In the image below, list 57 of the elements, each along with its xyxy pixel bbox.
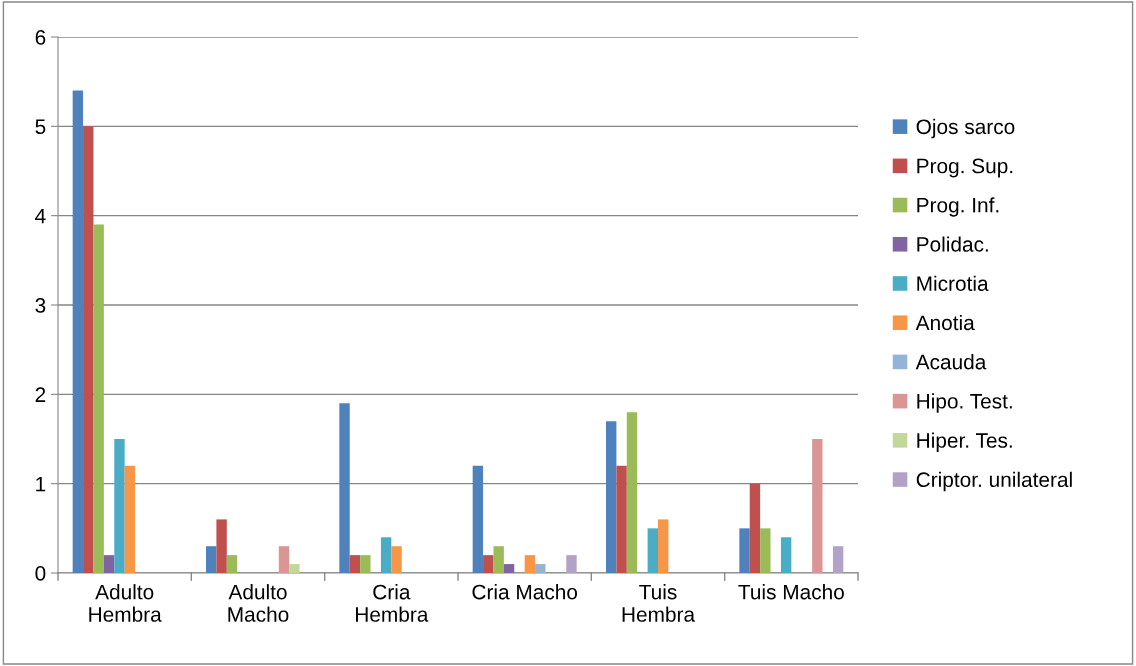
bar (114, 439, 125, 573)
bar (739, 528, 750, 573)
bar (524, 555, 536, 573)
y-tick-label: 4 (35, 208, 46, 224)
y-tick-label: 2 (35, 387, 46, 402)
x-tick-label: Cria Macho (472, 584, 578, 600)
bar (72, 90, 84, 573)
bar (749, 483, 761, 573)
y-tick-label: 5 (35, 119, 46, 135)
bar (472, 465, 484, 573)
bar (626, 412, 638, 573)
bar (391, 546, 402, 573)
legend-label: Microtia (917, 275, 989, 291)
legend-label: Anotia (915, 314, 975, 331)
y-tick-label: 0 (35, 566, 46, 581)
bar (658, 519, 669, 573)
bar (503, 564, 515, 573)
legend-label: Acauda (915, 354, 987, 370)
legend-label: Prog. Sup. (917, 158, 1013, 178)
bar (832, 546, 844, 573)
legend-label: Polidac. (917, 236, 988, 252)
bar (566, 555, 577, 573)
bar (289, 564, 300, 573)
y-tick-label: 6 (35, 30, 46, 45)
legend-label: Hiper. Tes. (917, 432, 1012, 452)
bar (349, 555, 361, 573)
legend-label: Prog. Inf. (917, 197, 999, 217)
x-tick-label: Tuis Macho (738, 584, 844, 600)
bar (616, 465, 627, 573)
bar (216, 519, 227, 573)
bar (124, 465, 136, 573)
bar (226, 555, 238, 573)
bar (360, 555, 371, 573)
bar (278, 546, 290, 573)
x-tick-label: Tuis Hembra (622, 584, 696, 622)
bar (83, 126, 94, 573)
bar (535, 564, 546, 573)
bar (380, 537, 392, 573)
bar (339, 403, 350, 573)
bar (606, 421, 617, 573)
bar (812, 439, 823, 573)
y-tick-label: 3 (35, 298, 46, 313)
x-tick-label: Adulto Hembra (89, 584, 162, 622)
bar (483, 555, 494, 573)
bar (206, 546, 217, 573)
bar (103, 555, 115, 573)
bar (780, 537, 792, 573)
bar (493, 546, 504, 573)
bar (93, 224, 104, 573)
legend-label: Criptor. unilateral (916, 471, 1072, 492)
y-tick-label: 1 (36, 476, 46, 492)
bar (647, 528, 658, 573)
x-tick-label: Cria Hembra (356, 584, 429, 622)
legend-label: Hipo. Test. (917, 393, 1012, 413)
bar (760, 528, 771, 573)
x-tick-label: Adulto Macho (228, 584, 289, 622)
legend-label: Ojos sarco (916, 118, 1015, 139)
